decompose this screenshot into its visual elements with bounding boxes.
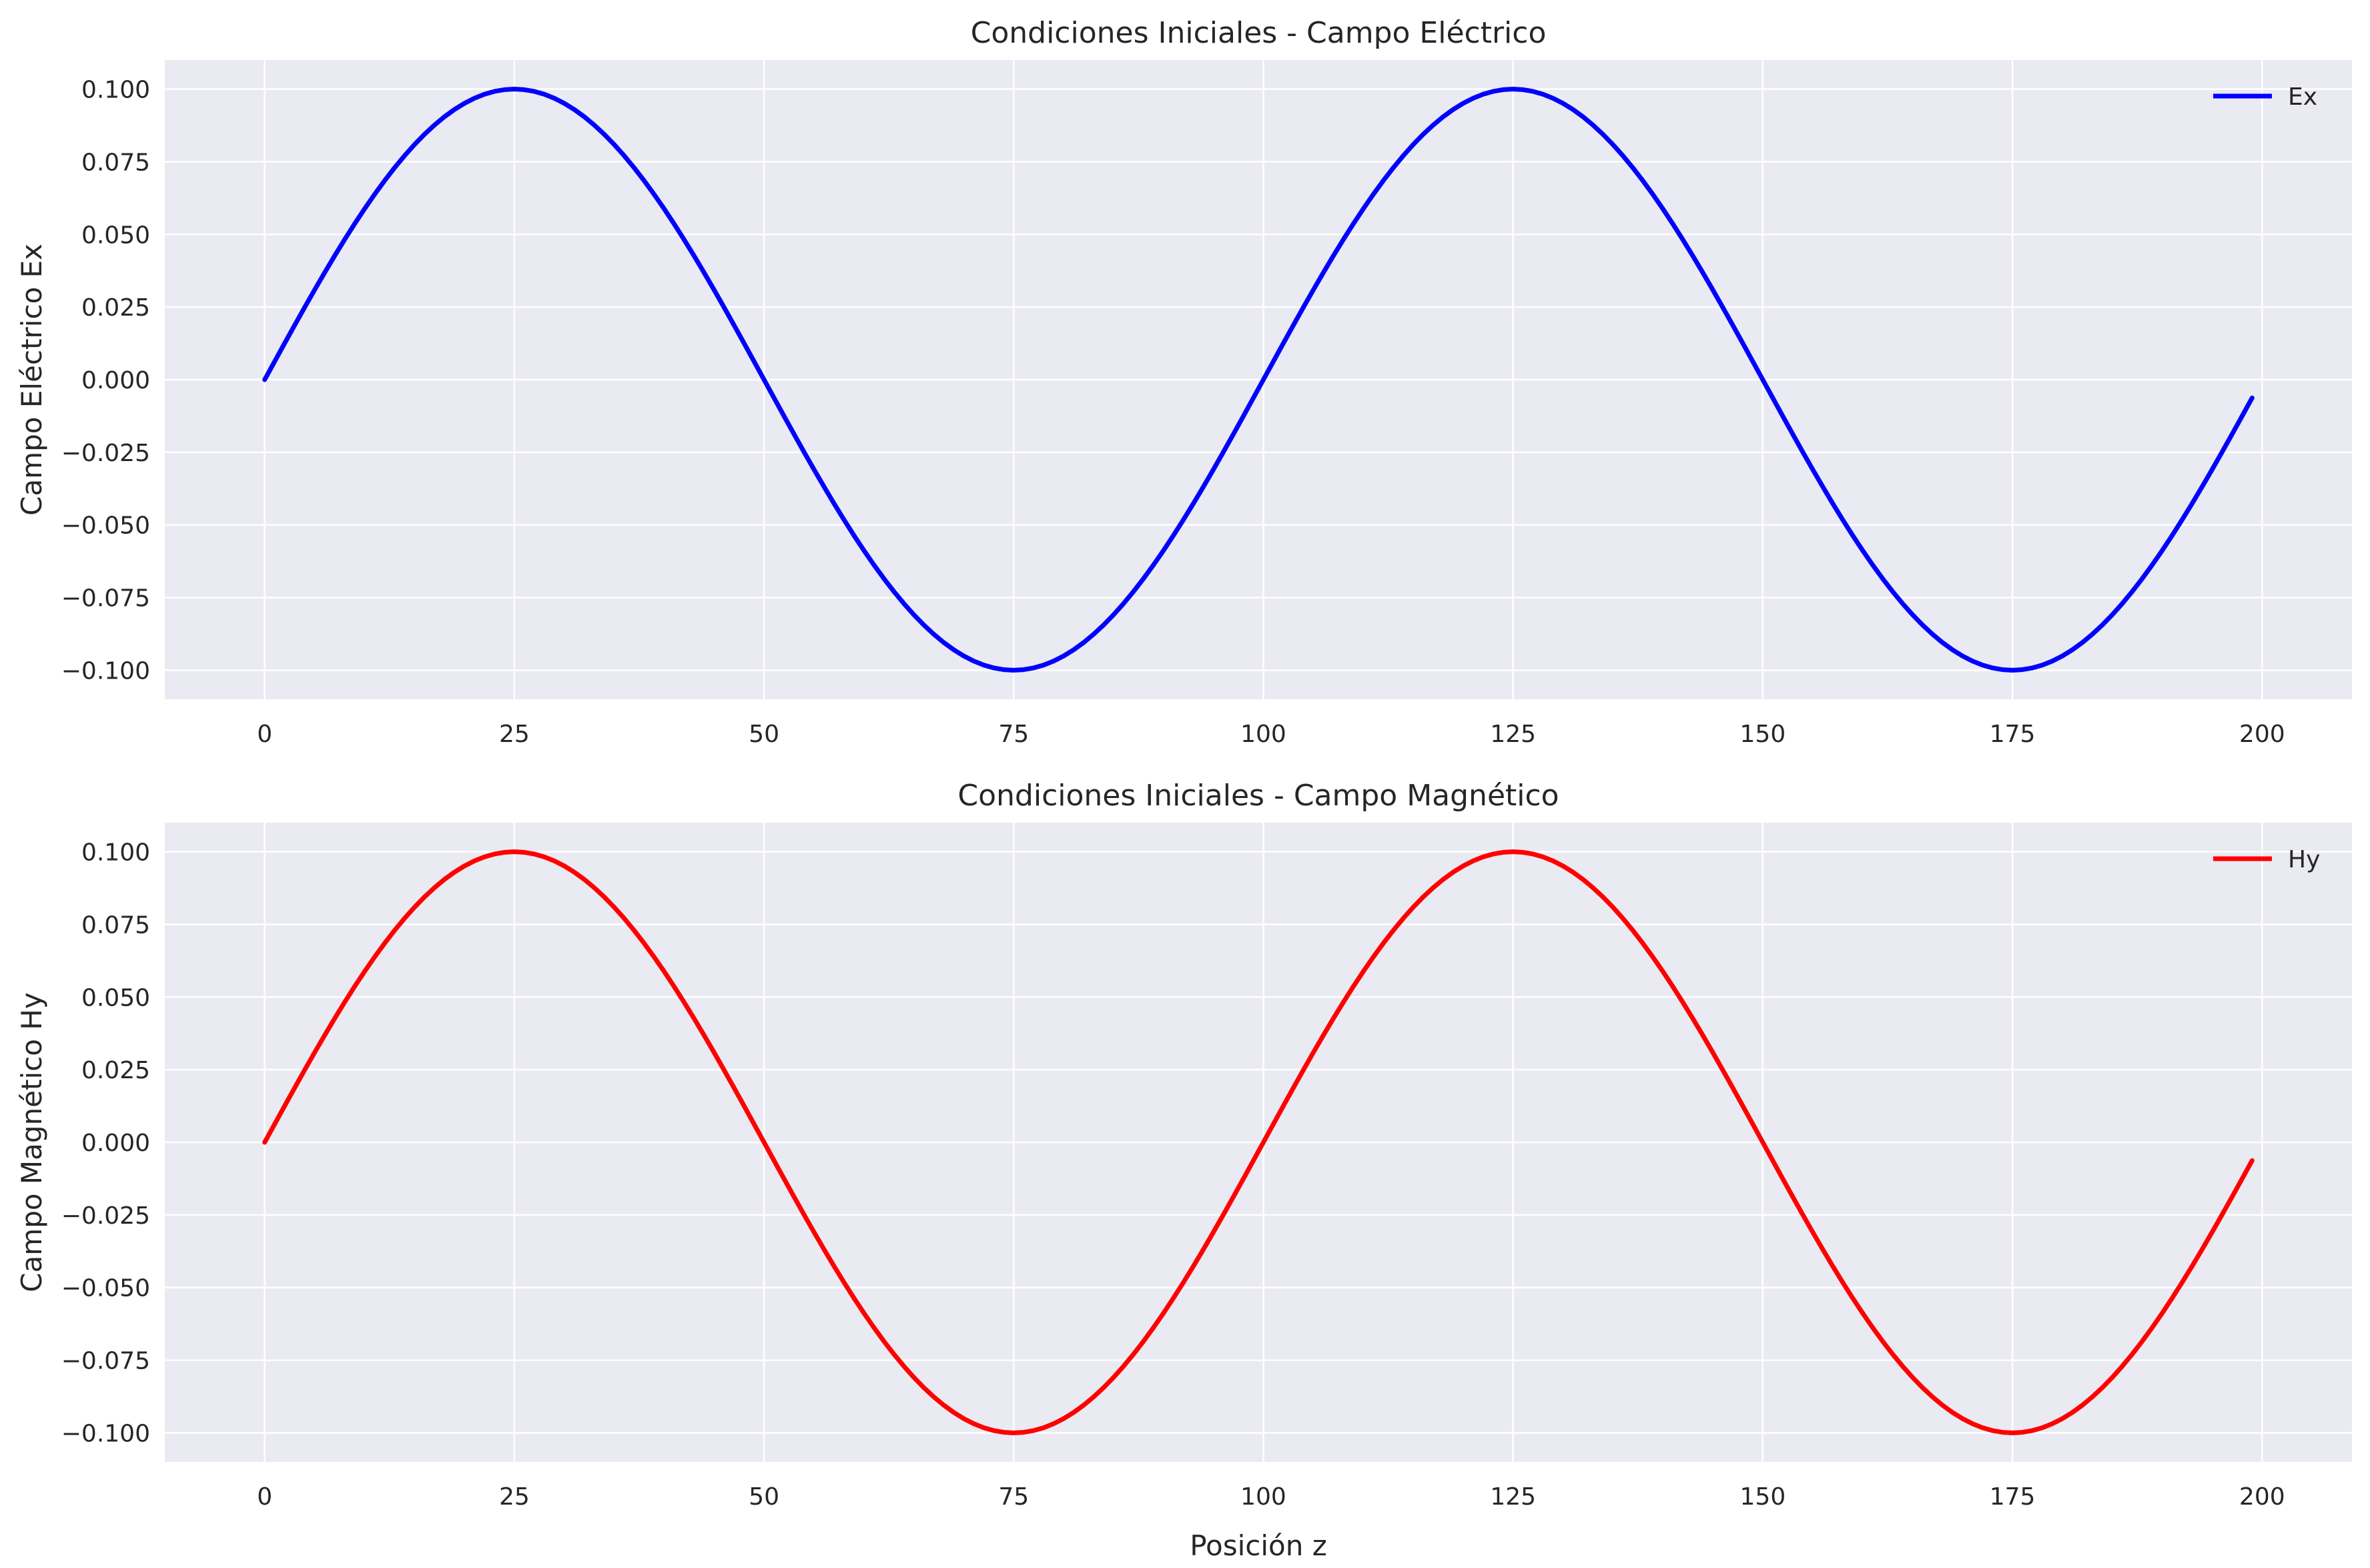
x-tick-label: 175 bbox=[1990, 1483, 2036, 1511]
y-tick-label: 0.100 bbox=[81, 839, 150, 867]
x-tick-label: 75 bbox=[998, 721, 1029, 748]
x-tick-label: 200 bbox=[2239, 1483, 2285, 1511]
legend-label-ex: Ex bbox=[2288, 83, 2317, 111]
y-axis-label: Campo Eléctrico Ex bbox=[15, 244, 48, 516]
x-axis-label: Posición z bbox=[1190, 1529, 1327, 1562]
x-tick-label: 0 bbox=[257, 1483, 272, 1511]
y-axis-label: Campo Magnético Hy bbox=[15, 992, 48, 1292]
series-line-ex bbox=[262, 87, 2255, 673]
y-tick-labels: 0.100 0.075 0.050 0.025 0.000 −0.025 −0.050 −0.… bbox=[61, 77, 150, 685]
y-tick-label: −0.025 bbox=[61, 440, 150, 467]
x-tick-label: 200 bbox=[2239, 721, 2285, 748]
x-tick-label: 175 bbox=[1990, 721, 2036, 748]
x-tick-label: 150 bbox=[1740, 721, 1786, 748]
y-tick-label: −0.100 bbox=[61, 1420, 150, 1447]
x-tick-label: 100 bbox=[1240, 1483, 1286, 1511]
x-tick-label: 25 bbox=[499, 721, 530, 748]
x-tick-label: 125 bbox=[1490, 721, 1536, 748]
y-tick-label: 0.075 bbox=[81, 911, 150, 939]
electric-field-subplot: 0 25 50 75 100 125 150 175 200 0.1000.0750.0500.… bbox=[15, 16, 2352, 748]
chart-title: Condiciones Iniciales - Campo Magnético bbox=[957, 779, 1559, 813]
y-tick-label: 0.050 bbox=[81, 984, 150, 1012]
chart-title: Condiciones Iniciales - Campo Eléctrico bbox=[971, 16, 1547, 50]
y-tick-label: 0.050 bbox=[81, 222, 150, 249]
x-tick-labels: 0 25 50 75 100 125 150 175 200 bbox=[257, 1483, 2285, 1511]
y-tick-label: 0.000 bbox=[81, 1130, 150, 1157]
x-tick-label: 100 bbox=[1240, 721, 1286, 748]
x-tick-label: 50 bbox=[749, 1483, 779, 1511]
x-tick-label: 150 bbox=[1740, 1483, 1786, 1511]
y-tick-label: −0.075 bbox=[61, 585, 150, 613]
legend-label-hy: Hy bbox=[2288, 846, 2320, 873]
grid-lines bbox=[165, 823, 2352, 1462]
y-tick-label: 0.025 bbox=[81, 1057, 150, 1084]
y-tick-label: −0.025 bbox=[61, 1202, 150, 1230]
y-tick-label: 0.100 bbox=[81, 77, 150, 104]
y-tick-label: 0.075 bbox=[81, 149, 150, 176]
legend: Hy bbox=[2213, 846, 2320, 873]
y-tick-label: −0.100 bbox=[61, 657, 150, 685]
x-tick-label: 50 bbox=[749, 721, 779, 748]
y-tick-labels: 0.100 0.075 0.050 0.025 0.000 −0.025 −0.050 −0.… bbox=[61, 839, 150, 1448]
x-tick-label: 125 bbox=[1490, 1483, 1536, 1511]
legend: Ex bbox=[2213, 83, 2317, 111]
y-tick-label: −0.050 bbox=[61, 1275, 150, 1302]
y-tick-label: −0.050 bbox=[61, 512, 150, 540]
magnetic-field-subplot: 0 25 50 75 100 125 150 175 200 0.1000.0750.0500.… bbox=[15, 779, 2352, 1562]
y-tick-label: 0.025 bbox=[81, 294, 150, 322]
x-tick-labels: 0 25 50 75 100 125 150 175 200 bbox=[257, 721, 2285, 748]
y-tick-label: 0.000 bbox=[81, 367, 150, 394]
x-tick-label: 25 bbox=[499, 1483, 530, 1511]
y-tick-label: −0.075 bbox=[61, 1348, 150, 1375]
x-tick-label: 75 bbox=[998, 1483, 1029, 1511]
series-line-hy bbox=[262, 849, 2255, 1435]
x-tick-label: 0 bbox=[257, 721, 272, 748]
